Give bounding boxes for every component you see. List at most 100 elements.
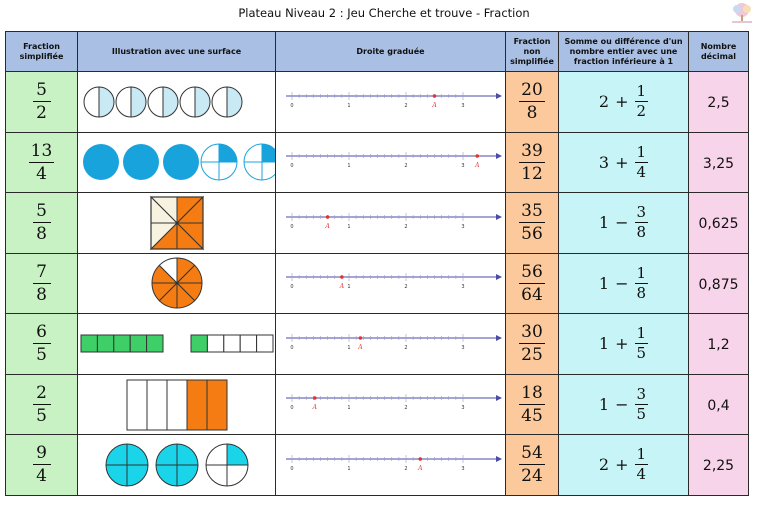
tick-label: 3 — [461, 405, 464, 411]
cell-decimal: 2,25 — [688, 434, 749, 496]
denominator: 5 — [636, 344, 647, 363]
tick-label: 0 — [290, 345, 293, 351]
cell-decimal: 2,5 — [688, 71, 749, 133]
sum-diff-expression: 3 +1 4 — [598, 142, 649, 181]
cell-number-line: 0 1 2 3 A — [275, 434, 506, 496]
tick-label: 3 — [461, 163, 464, 169]
tick-label: 1 — [347, 405, 350, 411]
denominator: 8 — [636, 223, 647, 242]
fraction: 30 25 — [519, 322, 545, 365]
decimal-value: 3,25 — [702, 155, 735, 172]
numerator: 56 — [521, 261, 543, 282]
point-a-label: A — [311, 404, 317, 411]
point-a-marker — [325, 214, 329, 219]
cell-simplified: 13 4 — [5, 131, 78, 193]
denominator: 12 — [521, 163, 543, 184]
denominator: 56 — [521, 224, 543, 245]
sum-diff-expression: 2 +1 4 — [598, 445, 649, 483]
numerator: 13 — [30, 140, 53, 161]
decimal-value: 0,875 — [698, 276, 739, 293]
numerator: 1 — [636, 263, 647, 282]
cell-decimal: 1,2 — [688, 313, 749, 375]
fraction-bar — [32, 403, 51, 405]
tick-label: 2 — [404, 345, 407, 351]
denominator: 25 — [521, 345, 543, 366]
table-row: 13 4 0 1 2 3 A 39 12 3 +1 4 3,25 — [5, 131, 749, 193]
tick-label: 2 — [404, 224, 407, 230]
cell-illustration — [77, 252, 276, 314]
cell-non-simplified: 35 56 — [505, 192, 559, 254]
fraction-bar — [519, 161, 545, 163]
denominator: 2 — [36, 103, 47, 124]
cell-sum-diff: 1−3 8 — [558, 192, 689, 254]
fraction-bar — [634, 343, 649, 345]
operator: − — [615, 273, 629, 293]
number-line: 0 1 2 3 A — [285, 333, 502, 351]
numerator: 20 — [521, 80, 543, 101]
table-row: 6 5 0 1 2 3 A 30 25 1 +1 5 1,2 — [5, 313, 749, 375]
whole-number: 1 — [598, 213, 610, 233]
fraction-bar — [634, 403, 649, 405]
numerator: 1 — [636, 142, 647, 161]
fraction-bar — [32, 222, 51, 224]
tick-label: 1 — [347, 163, 350, 169]
tick-label: 3 — [461, 466, 464, 472]
denominator: 8 — [36, 224, 47, 245]
cell-non-simplified: 39 12 — [505, 131, 559, 193]
tick-label: 1 — [347, 284, 350, 290]
number-line-arrow — [495, 274, 502, 281]
point-a-label: A — [417, 465, 423, 472]
denominator: 5 — [36, 345, 47, 366]
tick-label: 0 — [290, 284, 293, 290]
sum-diff-expression: 1−1 8 — [598, 263, 649, 302]
fraction-bar — [28, 161, 55, 163]
fraction-bar — [32, 464, 51, 466]
numerator: 6 — [36, 322, 47, 343]
whole-number: 2 — [598, 455, 610, 475]
cell-number-line: 0 1 2 3 A — [275, 192, 506, 254]
illustration-quarter-circles — [82, 143, 275, 181]
cell-decimal: 0,875 — [688, 252, 749, 314]
header-sum-diff: Somme ou différence d'un nombre entier a… — [558, 31, 689, 72]
illustration-bar-fifths — [80, 334, 274, 353]
denominator: 4 — [36, 466, 47, 487]
denominator: 4 — [636, 162, 647, 181]
denominator: 24 — [521, 466, 543, 487]
numerator: 1 — [636, 445, 647, 464]
number-line: 0 1 2 3 A — [285, 273, 502, 290]
tick-label: 2 — [404, 163, 407, 169]
illustration-rect-fifths — [126, 379, 227, 431]
numerator: 5 — [36, 80, 47, 101]
tick-label: 3 — [461, 103, 464, 109]
point-a-label: A — [474, 162, 480, 169]
point-a-marker — [432, 93, 436, 98]
tick-label: 2 — [404, 284, 407, 290]
illustration-square-eighths — [149, 195, 204, 250]
header-non-simplified: Fraction non simplifiée — [505, 31, 559, 72]
decimal-value: 2,5 — [707, 95, 730, 112]
numerator: 30 — [521, 322, 543, 343]
number-line-arrow — [495, 334, 502, 341]
fraction-bar — [519, 101, 545, 103]
table-header-row: Fraction simplifiée Illustration avec un… — [5, 31, 749, 72]
fraction-bar — [634, 222, 649, 224]
tick-label: 0 — [290, 224, 293, 230]
whole-number: 3 — [598, 152, 610, 172]
fraction: 56 64 — [519, 262, 545, 305]
logo-tree-icon — [732, 3, 752, 23]
table-row: 2 5 0 1 2 3 A 18 45 1−3 5 0,4 — [5, 373, 749, 435]
numerator: 54 — [521, 443, 543, 464]
cell-illustration — [77, 192, 276, 254]
tick-label: 3 — [461, 224, 464, 230]
whole-number: 1 — [598, 273, 610, 293]
denominator: 2 — [636, 102, 647, 121]
sum-diff-expression: 1−3 5 — [599, 385, 649, 423]
